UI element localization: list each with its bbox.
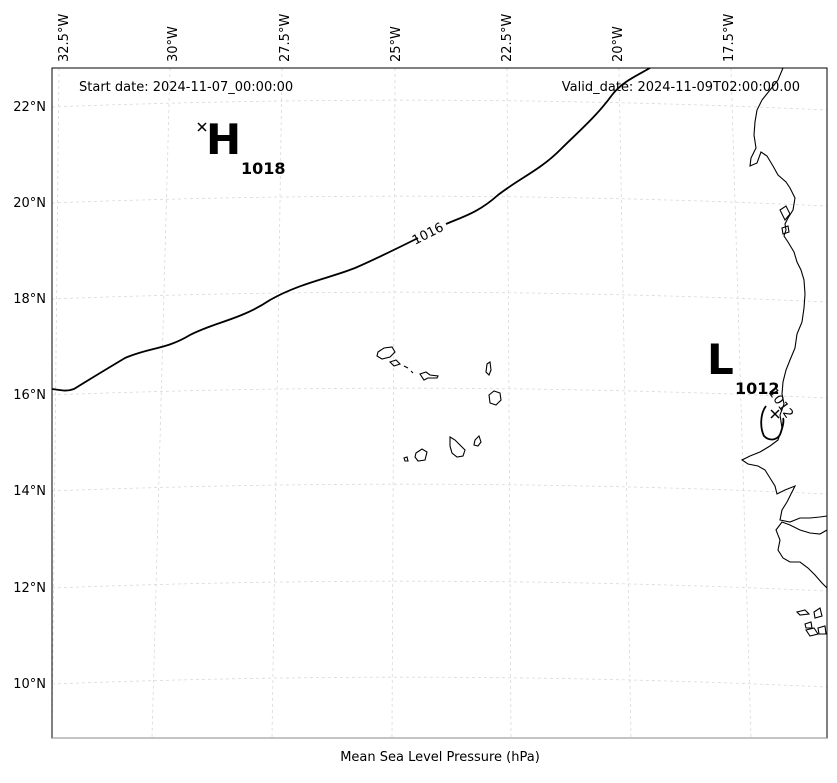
latitude-labels: 22°N 20°N 18°N 16°N 14°N 12°N 10°N [13,100,46,692]
low-pressure-center: L 1012 [707,335,780,419]
longitude-labels: 32.5°W 30°W 27.5°W 25°W 22.5°W 20°W 17.5… [57,14,737,62]
isobar-1016-line-2 [445,67,651,225]
low-value: 1012 [735,379,780,398]
lon-label-30: 30°W [166,26,181,62]
high-pressure-center: H 1018 [197,115,286,178]
lat-label-16: 16°N [13,388,46,403]
valid-date-text: Valid_date: 2024-11-09T02:00:00.00 [562,80,800,95]
coast-bijagos-4 [805,627,819,637]
coast-bijagos-1 [795,609,811,616]
grid-lon-22-5 [506,67,512,739]
low-center-marker [770,409,780,419]
coast-lagoon-2 [781,225,790,235]
coast-bijagos-5 [817,625,827,635]
isobar-1016-line [51,237,419,392]
high-letter: H [206,115,241,164]
lat-label-14: 14°N [13,484,46,499]
grid-lon-17-5 [730,67,752,739]
island-ilheu [410,370,414,374]
grid-lat-16 [51,387,828,399]
lat-label-10: 10°N [13,677,46,692]
lon-label-32-5: 32.5°W [57,14,72,62]
grid-lon-25 [391,67,396,739]
grid-lat-14 [51,483,828,495]
grid-lat-22 [51,99,828,111]
high-center-marker [197,122,207,132]
high-value: 1018 [241,159,286,178]
lon-label-22-5: 22.5°W [500,14,515,62]
grid-lon-27-5 [271,67,283,739]
coast-guinea-bissau [775,521,828,589]
island-santiago [449,436,466,458]
graticule [51,67,828,739]
lon-label-20: 20°W [611,26,626,62]
island-sao-nicolau [419,371,439,381]
grid-lon-30 [151,67,171,739]
grid-lat-10 [51,676,828,688]
isobar-1012-label: 1012 [765,386,796,422]
island-santo-antao [376,346,396,360]
start-date-text: Start date: 2024-11-07_00:00:00 [79,80,293,95]
lat-label-22: 22°N [13,100,46,115]
coast-mainland [740,67,828,523]
grid-lat-18 [51,291,828,303]
map-frame [51,67,828,739]
coast-bijagos-2 [813,607,823,619]
lat-label-12: 12°N [13,581,46,596]
grid-lat-12 [51,580,828,592]
isobar-1016-label: 1016 [410,220,446,248]
island-brava [403,456,409,462]
grid-lat-20 [51,195,828,207]
low-letter: L [707,335,734,384]
island-sao-vicente [388,359,402,367]
grid-lon-20 [618,67,632,739]
isobar-1012-line [760,405,785,441]
africa-coastline [740,67,828,637]
island-sal [485,361,492,376]
island-maio [473,434,482,447]
island-santa-luzia [403,365,409,369]
coast-bijagos-3 [804,621,813,629]
coast-lagoon-1 [779,205,791,221]
map-xlabel: Mean Sea Level Pressure (hPa) [340,750,540,765]
lon-label-17-5: 17.5°W [722,14,737,62]
lat-label-18: 18°N [13,292,46,307]
isobars [51,67,785,441]
grid-lon-32-5 [51,67,60,739]
cape-verde-islands [376,346,502,462]
lon-label-25: 25°W [389,26,404,62]
island-boa-vista [488,390,502,406]
lon-label-27-5: 27.5°W [278,14,293,62]
lat-label-20: 20°N [13,196,46,211]
island-fogo [414,448,428,462]
